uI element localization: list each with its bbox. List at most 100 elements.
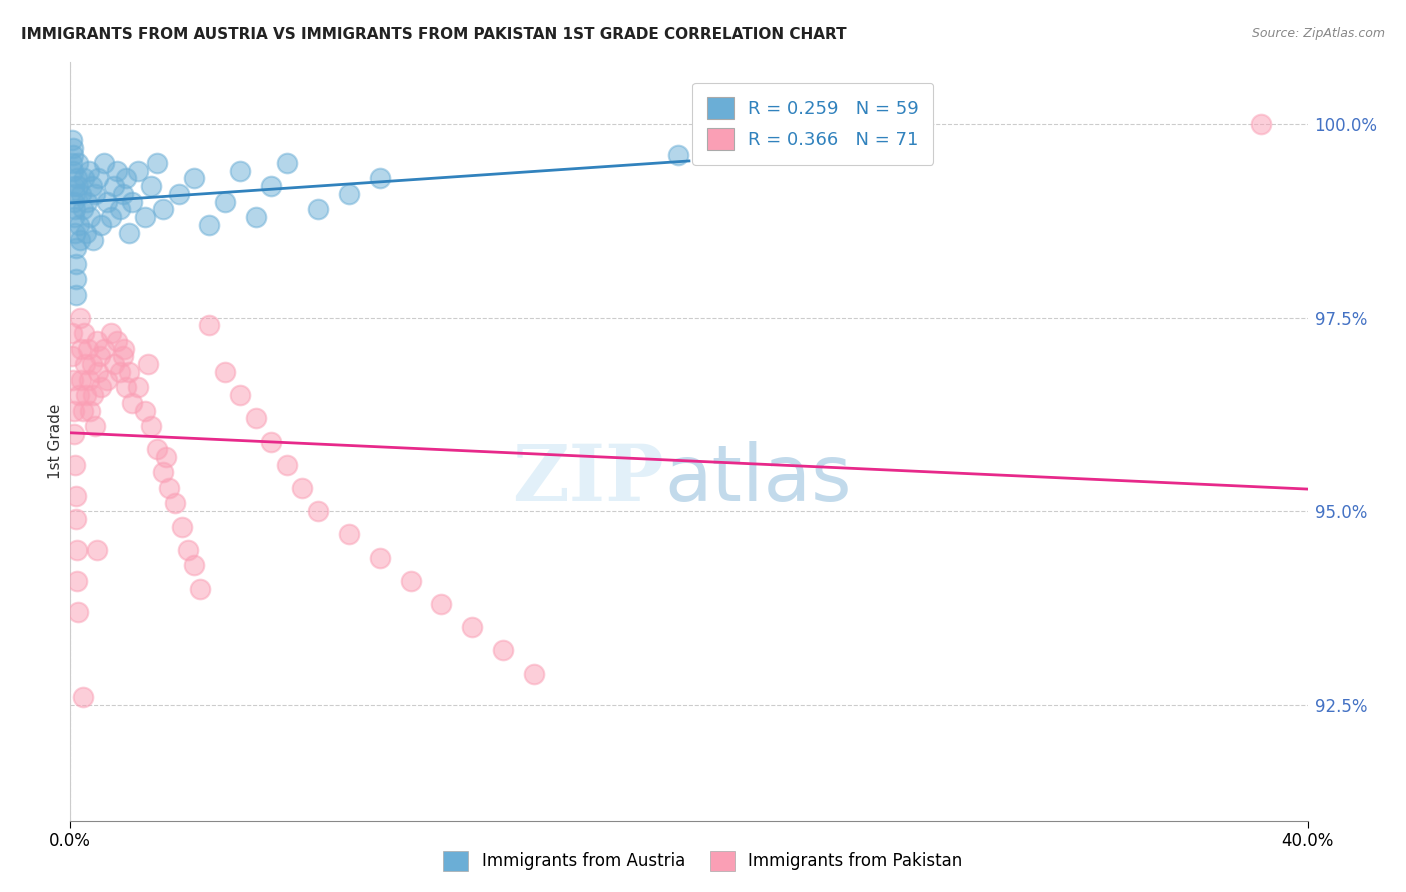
- Point: [108, 365, 131, 379]
- Point: [111, 350, 134, 364]
- Point: [245, 411, 267, 425]
- Point: [65, 287, 87, 301]
- Point: [77, 163, 100, 178]
- Point: [139, 179, 162, 194]
- Point: [63, 426, 86, 441]
- Point: [82, 233, 105, 247]
- Point: [72, 202, 94, 217]
- Point: [67, 388, 90, 402]
- Point: [114, 342, 135, 356]
- Point: [76, 342, 98, 356]
- Legend: R = 0.259   N = 59, R = 0.366   N = 71: R = 0.259 N = 59, R = 0.366 N = 71: [692, 83, 934, 165]
- Point: [86, 334, 108, 348]
- Point: [115, 380, 138, 394]
- Point: [198, 318, 221, 333]
- Point: [65, 202, 87, 217]
- Point: [60, 326, 83, 341]
- Point: [87, 171, 110, 186]
- Point: [67, 179, 90, 194]
- Point: [65, 512, 87, 526]
- Point: [66, 171, 89, 186]
- Point: [118, 365, 141, 379]
- Point: [70, 373, 93, 387]
- Point: [72, 403, 94, 417]
- Point: [69, 310, 91, 325]
- Point: [183, 558, 205, 573]
- Point: [152, 466, 174, 480]
- Point: [80, 357, 103, 371]
- Point: [118, 226, 141, 240]
- Point: [291, 481, 314, 495]
- Point: [157, 481, 180, 495]
- Point: [90, 218, 112, 232]
- Point: [461, 620, 484, 634]
- Point: [86, 542, 108, 557]
- Point: [103, 179, 125, 194]
- Point: [337, 527, 360, 541]
- Point: [62, 373, 84, 387]
- Point: [165, 496, 187, 510]
- Point: [152, 202, 174, 217]
- Point: [79, 210, 101, 224]
- Point: [523, 666, 546, 681]
- Point: [276, 156, 298, 170]
- Point: [70, 186, 93, 201]
- Point: [66, 542, 89, 557]
- Text: ZIP: ZIP: [513, 442, 664, 517]
- Point: [229, 163, 252, 178]
- Point: [67, 218, 90, 232]
- Point: [183, 171, 205, 186]
- Point: [62, 403, 84, 417]
- Point: [177, 542, 200, 557]
- Point: [73, 171, 96, 186]
- Point: [87, 365, 110, 379]
- Point: [127, 380, 149, 394]
- Point: [80, 179, 103, 194]
- Point: [62, 179, 84, 194]
- Point: [65, 257, 87, 271]
- Point: [103, 357, 125, 371]
- Point: [134, 403, 156, 417]
- Point: [96, 373, 118, 387]
- Point: [79, 403, 101, 417]
- Point: [214, 194, 236, 209]
- Point: [62, 163, 84, 178]
- Point: [65, 241, 87, 255]
- Point: [121, 194, 143, 209]
- Point: [105, 334, 128, 348]
- Point: [105, 163, 128, 178]
- Point: [62, 140, 84, 154]
- Point: [134, 210, 156, 224]
- Point: [63, 194, 86, 209]
- Point: [146, 156, 169, 170]
- Point: [666, 148, 689, 162]
- Point: [65, 489, 87, 503]
- Point: [96, 194, 118, 209]
- Point: [84, 186, 107, 201]
- Point: [368, 550, 391, 565]
- Point: [167, 186, 190, 201]
- Point: [1250, 117, 1272, 131]
- Point: [69, 233, 91, 247]
- Point: [66, 156, 89, 170]
- Point: [66, 574, 89, 588]
- Point: [63, 186, 86, 201]
- Point: [84, 419, 107, 434]
- Point: [100, 326, 122, 341]
- Point: [63, 458, 86, 472]
- Point: [276, 458, 298, 472]
- Point: [82, 388, 105, 402]
- Point: [307, 202, 329, 217]
- Point: [337, 186, 360, 201]
- Point: [100, 210, 122, 224]
- Point: [307, 504, 329, 518]
- Point: [245, 210, 267, 224]
- Point: [65, 272, 87, 286]
- Point: [139, 419, 162, 434]
- Point: [214, 365, 236, 379]
- Point: [62, 148, 84, 162]
- Point: [89, 350, 111, 364]
- Text: IMMIGRANTS FROM AUSTRIA VS IMMIGRANTS FROM PAKISTAN 1ST GRADE CORRELATION CHART: IMMIGRANTS FROM AUSTRIA VS IMMIGRANTS FR…: [21, 27, 846, 42]
- Point: [136, 357, 159, 371]
- Point: [170, 519, 193, 533]
